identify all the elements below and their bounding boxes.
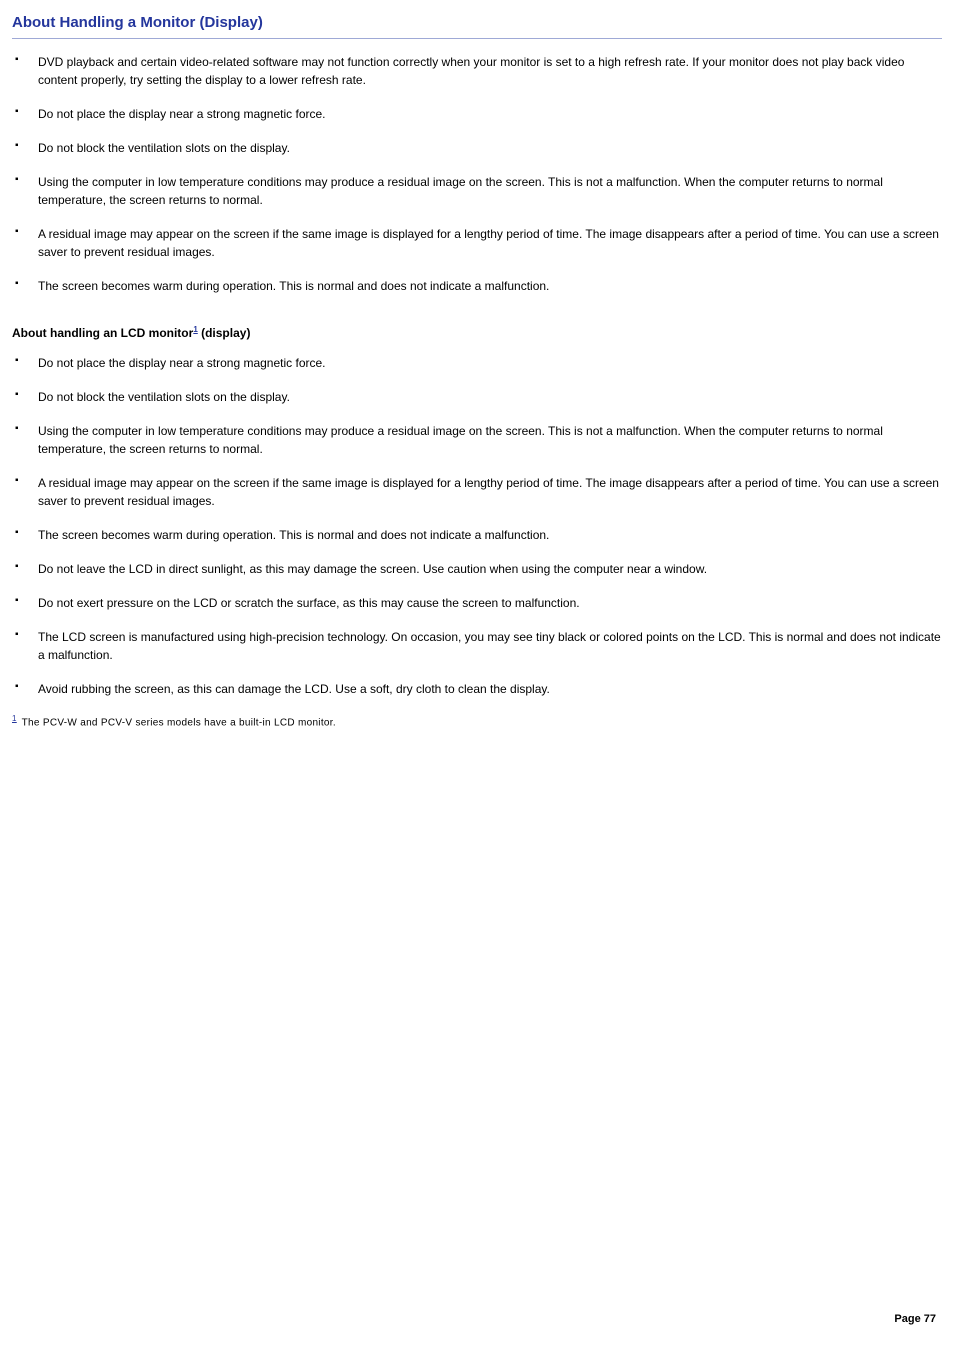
page-title: About Handling a Monitor (Display)	[12, 14, 942, 34]
sub-heading: About handling an LCD monitor1 (display)	[12, 325, 942, 340]
list-item: Using the computer in low temperature co…	[12, 422, 942, 458]
footnote-marker-link[interactable]: 1	[12, 714, 17, 723]
list-item: A residual image may appear on the scree…	[12, 474, 942, 510]
title-underline	[12, 38, 942, 39]
list-item: Avoid rubbing the screen, as this can da…	[12, 680, 942, 698]
bullet-list-section-2: Do not place the display near a strong m…	[12, 354, 942, 698]
footnote: 1 The PCV-W and PCV-V series models have…	[12, 714, 942, 728]
list-item: Do not block the ventilation slots on th…	[12, 388, 942, 406]
list-item: Do not place the display near a strong m…	[12, 354, 942, 372]
list-item: Do not place the display near a strong m…	[12, 105, 942, 123]
list-item: Do not exert pressure on the LCD or scra…	[12, 594, 942, 612]
list-item: The screen becomes warm during operation…	[12, 277, 942, 295]
list-item: Do not leave the LCD in direct sunlight,…	[12, 560, 942, 578]
list-item: DVD playback and certain video-related s…	[12, 53, 942, 89]
list-item: A residual image may appear on the scree…	[12, 225, 942, 261]
list-item: Using the computer in low temperature co…	[12, 173, 942, 209]
list-item: The LCD screen is manufactured using hig…	[12, 628, 942, 664]
list-item: Do not block the ventilation slots on th…	[12, 139, 942, 157]
page-number: Page 77	[894, 1313, 936, 1325]
list-item: The screen becomes warm during operation…	[12, 526, 942, 544]
document-page: About Handling a Monitor (Display) DVD p…	[0, 0, 954, 1351]
sub-heading-suffix: (display)	[198, 326, 251, 340]
sub-heading-prefix: About handling an LCD monitor	[12, 326, 193, 340]
footnote-text: The PCV-W and PCV-V series models have a…	[19, 717, 336, 728]
bullet-list-section-1: DVD playback and certain video-related s…	[12, 53, 942, 295]
